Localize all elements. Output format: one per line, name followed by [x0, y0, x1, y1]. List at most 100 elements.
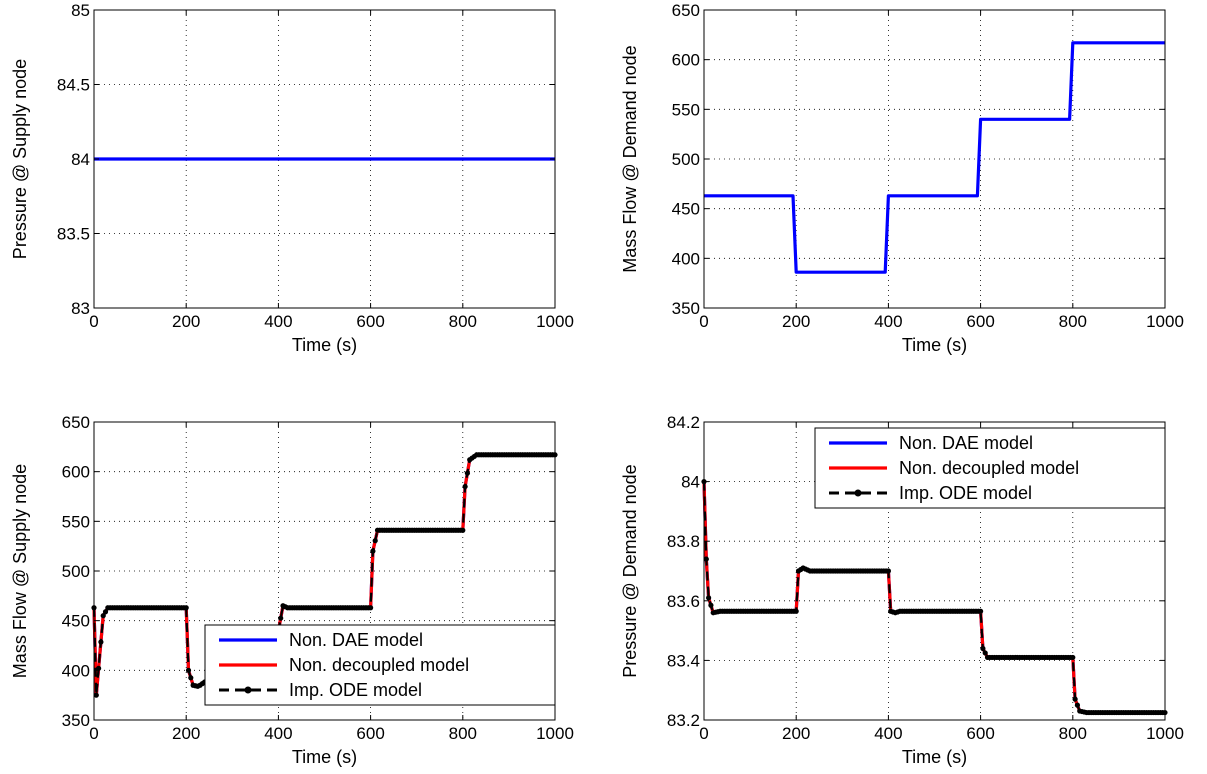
y-tick-label: 84.5	[57, 76, 90, 95]
y-tick-label: 650	[62, 413, 90, 432]
x-tick-label: 600	[356, 724, 384, 743]
x-axis-label: Time (s)	[292, 335, 357, 355]
y-tick-label: 84	[681, 473, 700, 492]
series-marker	[460, 527, 466, 533]
series-marker	[93, 692, 99, 698]
y-tick-label: 600	[62, 463, 90, 482]
series-marker	[185, 667, 192, 673]
y-tick-label: 550	[672, 100, 700, 119]
x-tick-label: 1000	[536, 724, 574, 743]
series-marker	[1070, 654, 1076, 661]
x-tick-label: 0	[89, 312, 98, 331]
x-axis-label: Time (s)	[292, 747, 357, 767]
x-tick-label: 1000	[1146, 312, 1184, 331]
series-marker	[980, 645, 986, 652]
x-tick-label: 200	[782, 312, 810, 331]
x-tick-label: 800	[449, 312, 477, 331]
series-marker	[96, 665, 102, 671]
series-marker	[793, 608, 799, 614]
chart-1: 0 200 400 600 800 1000 83 83.5 84 84.5 85 Time (s) P…	[10, 1, 574, 355]
series-marker	[102, 609, 109, 615]
x-tick-label: 200	[172, 312, 200, 331]
series-line-1	[704, 41, 1165, 274]
series-marker	[370, 548, 376, 554]
y-tick-label: 83.6	[667, 592, 700, 611]
chart-2: 0 200 400 600 800 1000 350 400 450 500 550 600 650 Ti…	[620, 1, 1184, 355]
y-axis-label: Mass Flow @ Demand node	[620, 45, 640, 272]
series-marker	[982, 650, 988, 656]
y-axis-label: Pressure @ Supply node	[10, 59, 30, 259]
series-marker	[708, 602, 714, 608]
legend-label: Imp. ODE model	[289, 680, 422, 700]
y-tick-label: 83	[71, 299, 90, 318]
legend-label: Non. DAE model	[289, 630, 423, 650]
legend-marker	[244, 686, 252, 694]
series-marker	[885, 568, 892, 574]
series-marker	[1074, 702, 1081, 708]
legend-label: Non. decoupled model	[289, 655, 469, 675]
series-marker	[368, 605, 374, 611]
y-axis-label: Mass Flow @ Supply node	[10, 464, 30, 678]
series-marker	[703, 556, 709, 562]
x-axis-label: Time (s)	[902, 747, 967, 767]
y-tick-label: 500	[672, 150, 700, 169]
series-marker	[98, 639, 104, 645]
x-axis-label: Time (s)	[902, 335, 967, 355]
x-tick-label: 600	[966, 724, 994, 743]
x-tick-label: 400	[264, 724, 292, 743]
x-tick-label: 800	[1059, 724, 1087, 743]
series-marker	[100, 613, 106, 619]
y-tick-label: 600	[672, 51, 700, 70]
y-tick-label: 350	[62, 711, 90, 730]
series-marker	[464, 470, 471, 476]
x-tick-label: 800	[1059, 312, 1087, 331]
y-tick-label: 350	[672, 299, 700, 318]
chart-4: 0 200 400 600 800 1000 83.2 83.4 83.6 83.8 84 84.2 T…	[620, 413, 1184, 767]
x-tick-label: 600	[356, 312, 384, 331]
legend-marker	[854, 489, 862, 497]
series-marker	[462, 483, 468, 490]
y-tick-label: 85	[71, 1, 90, 20]
series-marker	[183, 605, 189, 611]
x-tick-label: 200	[172, 724, 200, 743]
y-tick-label: 450	[62, 612, 90, 631]
legend-label: Non. DAE model	[899, 433, 1033, 453]
x-tick-label: 400	[264, 312, 292, 331]
y-tick-label: 550	[62, 512, 90, 531]
y-tick-label: 84.2	[667, 413, 700, 432]
series-marker	[188, 675, 194, 681]
x-tick-label: 0	[89, 724, 98, 743]
y-tick-label: 83.4	[667, 651, 700, 670]
series-marker	[278, 615, 284, 621]
y-tick-label: 83.2	[667, 711, 700, 730]
x-tick-label: 0	[699, 724, 708, 743]
x-tick-label: 1000	[536, 312, 574, 331]
legend: Non. DAE model Non. decoupled model Imp. O…	[204, 624, 556, 706]
y-tick-label: 84	[71, 150, 90, 169]
axes-box	[703, 421, 1166, 721]
x-tick-label: 0	[699, 312, 708, 331]
y-tick-label: 650	[672, 1, 700, 20]
x-tick-label: 600	[966, 312, 994, 331]
series-marker	[372, 538, 378, 544]
legend-label: Imp. ODE model	[899, 483, 1032, 503]
y-tick-label: 400	[672, 249, 700, 268]
y-tick-label: 83.5	[57, 225, 90, 244]
chart-3: 0 200 400 600 800 1000 350 400 450 500 550 600 650 Ti…	[10, 413, 574, 767]
x-tick-label: 400	[874, 724, 902, 743]
x-tick-label: 200	[782, 724, 810, 743]
series-marker	[706, 595, 712, 601]
legend-label: Non. decoupled model	[899, 458, 1079, 478]
y-tick-label: 83.8	[667, 532, 700, 551]
x-tick-label: 1000	[1146, 724, 1184, 743]
y-tick-label: 500	[62, 562, 90, 581]
series-marker	[978, 608, 984, 614]
legend: Non. DAE model Non. decoupled model Imp. O…	[814, 427, 1166, 509]
x-tick-label: 800	[449, 724, 477, 743]
x-tick-label: 400	[874, 312, 902, 331]
series-marker	[1072, 696, 1078, 702]
y-axis-label: Pressure @ Demand node	[620, 464, 640, 677]
y-tick-label: 400	[62, 661, 90, 680]
y-tick-label: 450	[672, 200, 700, 219]
